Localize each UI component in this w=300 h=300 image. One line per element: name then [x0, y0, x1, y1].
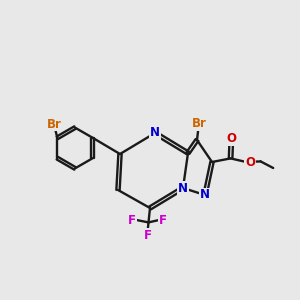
Text: F: F: [144, 229, 152, 242]
Text: F: F: [159, 214, 167, 226]
Text: N: N: [178, 182, 188, 194]
Text: F: F: [128, 214, 136, 226]
Text: Br: Br: [192, 117, 206, 130]
Text: Br: Br: [47, 118, 62, 130]
Text: O: O: [245, 155, 255, 169]
Text: N: N: [150, 127, 160, 140]
Text: O: O: [226, 132, 236, 145]
Text: N: N: [200, 188, 210, 202]
